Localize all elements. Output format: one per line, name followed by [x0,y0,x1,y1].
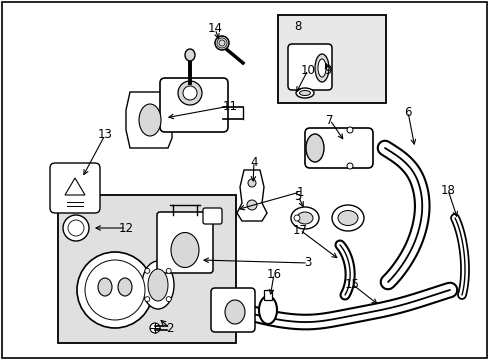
Circle shape [63,215,89,241]
Ellipse shape [224,300,244,324]
Ellipse shape [148,269,168,301]
Polygon shape [126,92,172,148]
Text: 2: 2 [166,321,173,334]
Text: 5: 5 [294,189,301,202]
Ellipse shape [184,49,195,61]
Text: 6: 6 [404,105,411,118]
FancyBboxPatch shape [50,163,100,213]
Text: 16: 16 [266,267,281,280]
Ellipse shape [98,278,112,296]
Circle shape [183,86,197,100]
FancyBboxPatch shape [287,44,331,90]
Ellipse shape [142,261,174,309]
Circle shape [166,297,171,302]
Polygon shape [65,178,85,195]
Ellipse shape [215,36,228,50]
Text: 7: 7 [325,113,333,126]
FancyBboxPatch shape [305,128,372,168]
Ellipse shape [139,104,161,136]
Circle shape [150,323,160,333]
Ellipse shape [118,278,132,296]
FancyBboxPatch shape [203,208,222,224]
Text: 10: 10 [300,63,315,77]
Circle shape [85,260,145,320]
Circle shape [144,297,149,302]
Text: 1: 1 [296,185,303,198]
Circle shape [144,268,149,273]
Circle shape [346,127,352,133]
Text: 12: 12 [118,221,133,234]
Ellipse shape [296,212,312,224]
Bar [264,290,271,300]
Circle shape [178,81,202,105]
Ellipse shape [171,233,199,267]
Circle shape [166,268,171,273]
Text: 8: 8 [294,21,301,33]
Circle shape [293,215,299,221]
Text: 11: 11 [222,99,237,112]
Circle shape [246,200,257,210]
FancyBboxPatch shape [157,212,213,273]
Circle shape [77,252,153,328]
Text: 18: 18 [440,184,454,197]
Ellipse shape [259,296,276,324]
Ellipse shape [295,88,313,98]
Text: 17: 17 [292,224,307,237]
Text: 14: 14 [207,22,222,36]
Text: 15: 15 [344,278,359,291]
Ellipse shape [299,90,310,95]
Circle shape [247,179,256,187]
Ellipse shape [317,59,325,77]
Bar [278,15,385,103]
Text: 3: 3 [304,256,311,270]
Ellipse shape [305,134,324,162]
FancyBboxPatch shape [160,78,227,132]
Ellipse shape [290,207,318,229]
Text: 9: 9 [324,63,331,77]
Circle shape [346,163,352,169]
Circle shape [68,220,84,236]
Ellipse shape [331,205,363,231]
FancyBboxPatch shape [210,288,254,332]
Bar [58,195,236,343]
Ellipse shape [314,54,328,82]
Text: 4: 4 [250,156,257,168]
Ellipse shape [337,211,357,225]
Text: 13: 13 [98,129,112,141]
Polygon shape [237,170,266,221]
